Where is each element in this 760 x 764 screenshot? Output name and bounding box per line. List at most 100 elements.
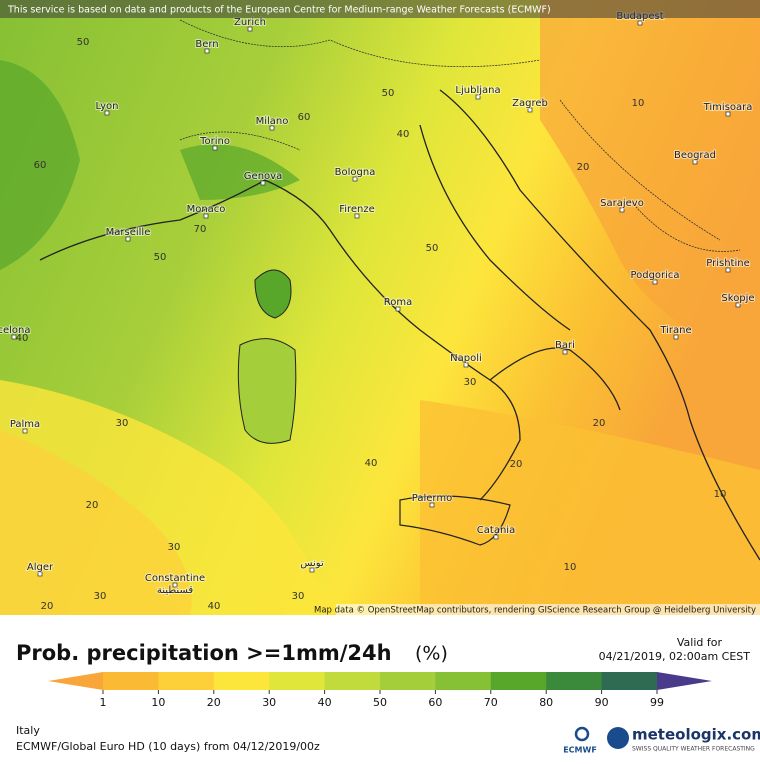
city-marker bbox=[562, 349, 568, 355]
colorbar-low bbox=[48, 672, 103, 690]
sardinia bbox=[237, 338, 297, 444]
legend-title: Prob. precipitation >=1mm/24h bbox=[16, 641, 392, 665]
brand-icon bbox=[607, 727, 629, 749]
city-label: Genova bbox=[244, 171, 282, 182]
contour-label: 10 bbox=[714, 489, 727, 500]
city-marker bbox=[429, 502, 435, 508]
city-label: Skopje bbox=[721, 293, 754, 304]
field-southeast bbox=[420, 400, 760, 615]
city-marker bbox=[204, 48, 210, 54]
city-marker bbox=[619, 207, 625, 213]
city-marker bbox=[475, 94, 481, 100]
city-label: Torino bbox=[199, 136, 230, 147]
colorbar-segment bbox=[269, 672, 326, 690]
city-label: Marseille bbox=[106, 227, 151, 238]
city-marker bbox=[247, 26, 253, 32]
map: ZurichBernBudapestLyonMilanoTorinoLjublj… bbox=[0, 0, 760, 616]
city-marker bbox=[212, 145, 218, 151]
footer: Italy ECMWF/Global Euro HD (10 days) fro… bbox=[16, 724, 760, 755]
city-label: Bologna bbox=[335, 167, 376, 178]
city-label: Zurich bbox=[234, 17, 266, 28]
brand-tagline: SWISS QUALITY WEATHER FORECASTING bbox=[632, 746, 755, 753]
city-label: Milano bbox=[256, 116, 289, 127]
city-label: Lyon bbox=[95, 101, 118, 112]
cities: ZurichBernBudapestLyonMilanoTorinoLjublj… bbox=[0, 10, 756, 597]
contour-label: 40 bbox=[365, 458, 378, 469]
city-label: celona bbox=[0, 325, 31, 336]
legend: Prob. precipitation >=1mm/24h (%) Valid … bbox=[16, 636, 750, 709]
city-label: Constantine bbox=[145, 573, 205, 584]
contour-label: 20 bbox=[593, 418, 606, 429]
city-label: Palermo bbox=[412, 493, 452, 504]
coastline bbox=[39, 89, 760, 561]
city-marker bbox=[493, 534, 499, 540]
brand: meteologix.com bbox=[632, 726, 760, 744]
contour-label: 10 bbox=[564, 562, 577, 573]
colorbar-tick-label: 10 bbox=[151, 696, 165, 709]
field-alps bbox=[180, 144, 300, 200]
city-marker bbox=[725, 267, 731, 273]
city-marker bbox=[692, 159, 698, 165]
colorbar-tick-label: 50 bbox=[373, 696, 387, 709]
contour-label: 50 bbox=[77, 37, 90, 48]
city-label: Catania bbox=[477, 525, 515, 536]
contour-label: 50 bbox=[426, 243, 439, 254]
contour-label: 50 bbox=[382, 88, 395, 99]
city-label: قسنطينة bbox=[157, 585, 194, 596]
colorbar-segment bbox=[601, 672, 658, 690]
colorbar-segment bbox=[213, 672, 270, 690]
colorbar-tick-label: 40 bbox=[318, 696, 332, 709]
contour-label: 30 bbox=[292, 591, 305, 602]
city-label: Podgorica bbox=[630, 270, 679, 281]
colorbar-segment bbox=[324, 672, 381, 690]
city-marker bbox=[22, 428, 28, 434]
city-marker bbox=[125, 236, 131, 242]
valid-label: Valid for bbox=[677, 636, 723, 649]
city-label: Beograd bbox=[674, 150, 716, 161]
contour-label: 20 bbox=[577, 162, 590, 173]
colorbar-segment bbox=[380, 672, 436, 690]
city-marker bbox=[725, 111, 731, 117]
city-label: Prishtine bbox=[706, 258, 749, 269]
field-west bbox=[0, 60, 80, 270]
city-marker bbox=[172, 582, 178, 588]
contour-label: 60 bbox=[298, 112, 311, 123]
contour-label: 40 bbox=[16, 333, 29, 344]
city-label: Ljubljana bbox=[455, 85, 500, 96]
city-marker bbox=[269, 125, 275, 131]
contour-label: 10 bbox=[632, 98, 645, 109]
contour-label: 40 bbox=[208, 601, 221, 612]
field-southwest bbox=[0, 430, 192, 615]
city-label: Firenze bbox=[339, 204, 375, 215]
model: ECMWF/Global Euro HD (10 days) from 04/1… bbox=[16, 740, 320, 753]
city-label: Palma bbox=[10, 419, 40, 430]
contour-label: 30 bbox=[94, 591, 107, 602]
city-label: Timisoara bbox=[703, 102, 753, 113]
city-label: Sarajevo bbox=[600, 198, 644, 209]
city-marker bbox=[395, 306, 401, 312]
region: Italy bbox=[16, 724, 40, 737]
city-label: Napoli bbox=[450, 353, 482, 364]
city-label: Bari bbox=[555, 340, 575, 351]
contour-label: 30 bbox=[168, 542, 181, 553]
city-label: تونس bbox=[300, 558, 324, 569]
city-marker bbox=[637, 20, 643, 26]
contour-label: 20 bbox=[510, 459, 523, 470]
colorbar-tick-label: 20 bbox=[207, 696, 221, 709]
city-marker bbox=[309, 567, 315, 573]
contour-label: 60 bbox=[34, 160, 47, 171]
field-east bbox=[540, 0, 760, 360]
city-marker bbox=[354, 213, 360, 219]
attribution: Map data © OpenStreetMap contributors, r… bbox=[314, 606, 756, 616]
city-label: Tirane bbox=[659, 325, 691, 336]
legend-unit: (%) bbox=[415, 643, 448, 665]
city-marker bbox=[104, 110, 110, 116]
ecmwf-icon bbox=[574, 726, 590, 742]
contour-label: 20 bbox=[41, 601, 54, 612]
city-marker bbox=[735, 302, 741, 308]
ecmwf-logo: ECMWF bbox=[563, 746, 597, 755]
colorbar-segment bbox=[490, 672, 547, 690]
colorbar-segment bbox=[103, 672, 159, 690]
borders bbox=[179, 19, 741, 252]
